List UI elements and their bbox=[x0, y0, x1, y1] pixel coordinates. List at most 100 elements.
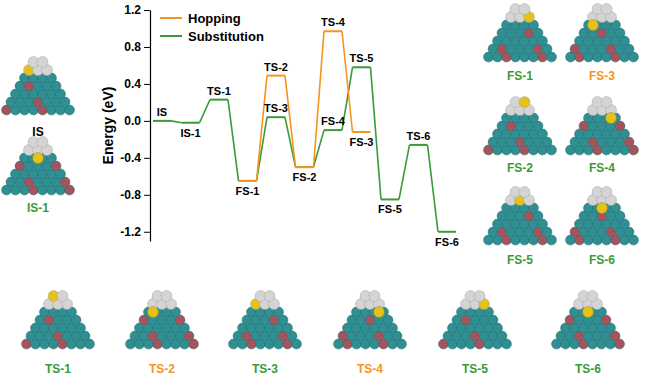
structure: TS-6 bbox=[552, 291, 625, 377]
structure-label: TS-3 bbox=[252, 362, 278, 376]
atom bbox=[519, 187, 530, 198]
structure: FS-3 bbox=[566, 4, 639, 84]
atom bbox=[519, 4, 530, 15]
atom bbox=[606, 113, 617, 124]
y-tick-mark bbox=[144, 121, 150, 122]
energy-level bbox=[210, 99, 228, 101]
state-label: FS-5 bbox=[378, 203, 402, 215]
state-label: FS-2 bbox=[293, 171, 317, 183]
structure: TS-5 bbox=[439, 291, 512, 377]
structure-label: IS-1 bbox=[27, 201, 49, 215]
atom bbox=[587, 291, 598, 302]
connector bbox=[228, 100, 239, 181]
structure-label: TS-6 bbox=[575, 362, 601, 376]
atom bbox=[601, 187, 612, 198]
structure-label: FS-5 bbox=[507, 253, 533, 267]
energy-level bbox=[353, 131, 371, 133]
y-tick-label: 1.2 bbox=[124, 3, 141, 17]
structure-label: FS-4 bbox=[589, 161, 615, 175]
atom bbox=[601, 4, 612, 15]
y-tick: 1.2 bbox=[124, 3, 150, 17]
y-tick: -1.2 bbox=[120, 225, 150, 239]
y-tick-label: 0.8 bbox=[124, 40, 141, 54]
atom bbox=[37, 137, 48, 148]
y-tick: 0.4 bbox=[124, 77, 150, 91]
structure: FS-4 bbox=[566, 97, 639, 176]
atom bbox=[57, 291, 68, 302]
state-label: TS-4 bbox=[321, 16, 346, 28]
y-axis: -1.2 -0.8 -0.4 0.0 0.4 0.8 1.2 bbox=[120, 3, 150, 241]
y-tick: 0.8 bbox=[124, 40, 150, 54]
state-label: TS-3 bbox=[264, 102, 288, 114]
energy-level bbox=[410, 144, 428, 146]
atom bbox=[601, 97, 612, 108]
connector bbox=[257, 76, 268, 181]
state-label: FS-1 bbox=[236, 185, 260, 197]
structure: FS-1 bbox=[484, 4, 557, 84]
y-tick-label: -1.2 bbox=[120, 225, 141, 239]
atom bbox=[33, 153, 44, 164]
series bbox=[153, 67, 456, 231]
state-label: TS-2 bbox=[264, 61, 288, 73]
y-tick-label: 0.0 bbox=[124, 114, 141, 128]
y-tick-mark bbox=[144, 84, 150, 85]
connector bbox=[371, 67, 382, 199]
structure-label: FS-3 bbox=[589, 69, 615, 83]
atom bbox=[264, 291, 275, 302]
energy-level bbox=[182, 122, 200, 124]
state-label: TS-6 bbox=[407, 130, 431, 142]
atom bbox=[374, 307, 385, 318]
y-tick-mark bbox=[144, 232, 150, 233]
y-axis-title: Energy (eV) bbox=[100, 87, 116, 165]
energy-level bbox=[381, 198, 399, 200]
state-label: TS-5 bbox=[350, 52, 374, 64]
structure-label: TS-2 bbox=[149, 362, 175, 376]
y-tick-label: 0.4 bbox=[124, 77, 141, 91]
atom bbox=[369, 291, 380, 302]
structure: TS-4 bbox=[334, 291, 407, 377]
structure: IS bbox=[2, 57, 75, 140]
atom bbox=[583, 307, 594, 318]
energy-level bbox=[324, 129, 342, 131]
connector bbox=[399, 145, 410, 200]
y-tick-label: -0.8 bbox=[120, 188, 141, 202]
energy-level bbox=[324, 30, 342, 32]
connector bbox=[285, 76, 296, 167]
connector bbox=[428, 145, 439, 232]
y-tick-mark bbox=[144, 195, 150, 196]
energy-level bbox=[267, 75, 285, 77]
state-label: IS bbox=[157, 106, 167, 118]
structure: IS-1 bbox=[2, 137, 75, 216]
y-tick: -0.4 bbox=[120, 151, 150, 165]
atom bbox=[588, 20, 599, 31]
legend-label: Substitution bbox=[188, 29, 264, 44]
state-label: IS-1 bbox=[180, 127, 200, 139]
energy-level bbox=[296, 166, 314, 168]
legend-swatch bbox=[160, 35, 182, 37]
legend-label: Hopping bbox=[188, 11, 241, 26]
structure: FS-2 bbox=[484, 97, 557, 176]
figure: -1.2 -0.8 -0.4 0.0 0.4 0.8 1.2 Energy (eV) IS IS-… bbox=[0, 0, 650, 380]
state-label: FS-6 bbox=[435, 236, 459, 248]
structure-label: FS-2 bbox=[507, 161, 533, 175]
structure-label: TS-4 bbox=[357, 362, 383, 376]
energy-level bbox=[239, 180, 257, 182]
point-labels: ISIS-1TS-1FS-1TS-3FS-2FS-4TS-5FS-5TS-6FS… bbox=[157, 16, 459, 248]
plot-area bbox=[153, 31, 456, 232]
atom bbox=[474, 291, 485, 302]
atom bbox=[519, 97, 530, 108]
structure: FS-5 bbox=[484, 187, 557, 268]
structure: TS-3 bbox=[229, 291, 302, 377]
y-axis-line bbox=[150, 11, 151, 242]
structure-label: FS-6 bbox=[589, 253, 615, 267]
state-label: TS-1 bbox=[207, 85, 231, 97]
y-tick: -0.8 bbox=[120, 188, 150, 202]
atom bbox=[597, 203, 608, 214]
connector bbox=[171, 121, 182, 123]
y-tick-mark bbox=[144, 158, 150, 159]
structures: IS IS-1 FS-1 FS-3 FS-2 FS-4 FS-5 FS-6 TS-1 TS-2 TS… bbox=[2, 4, 639, 377]
structure: TS-2 bbox=[126, 291, 199, 377]
y-tick: 0.0 bbox=[124, 114, 150, 128]
energy-level bbox=[267, 116, 285, 118]
y-tick-mark bbox=[144, 10, 150, 11]
